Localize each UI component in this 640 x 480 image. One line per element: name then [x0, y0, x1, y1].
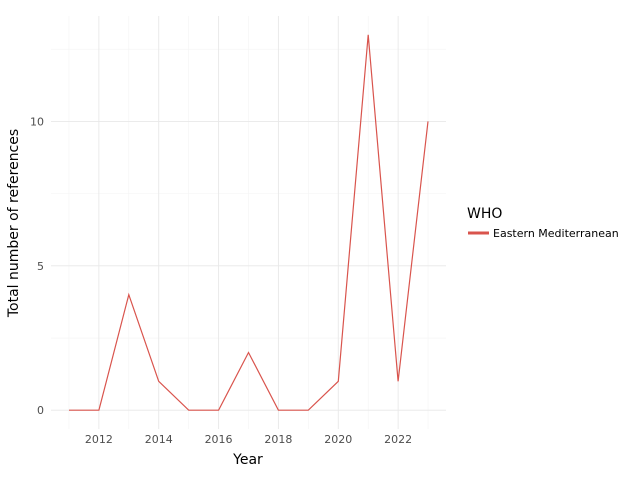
major-gridlines: [51, 16, 446, 429]
y-tick-label: 0: [37, 404, 44, 417]
x-axis-title: Year: [232, 452, 263, 468]
x-tick-label: 2022: [384, 433, 412, 446]
x-axis-ticks: 2012 2014 2016 2018 2020 2022: [85, 433, 412, 446]
y-tick-label: 10: [30, 115, 44, 128]
x-tick-label: 2012: [85, 433, 113, 446]
x-tick-label: 2014: [145, 433, 173, 446]
y-tick-label: 5: [37, 260, 44, 273]
x-tick-label: 2016: [205, 433, 233, 446]
minor-gridlines: [51, 16, 446, 429]
y-axis-title: Total number of references: [6, 129, 22, 318]
series-layer: [68, 34, 429, 411]
legend: WHO Eastern Mediterranean: [467, 206, 619, 240]
legend-label-eastern-mediterranean: Eastern Mediterranean: [493, 227, 619, 240]
legend-title: WHO: [467, 206, 502, 222]
y-axis-ticks: 0 5 10: [30, 115, 44, 417]
x-tick-label: 2018: [264, 433, 292, 446]
x-tick-label: 2020: [324, 433, 352, 446]
